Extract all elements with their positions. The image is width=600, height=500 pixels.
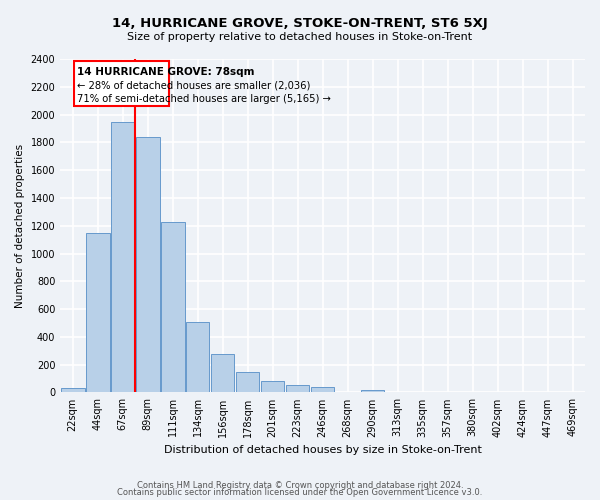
Bar	[136, 137, 160, 392]
Text: Size of property relative to detached houses in Stoke-on-Trent: Size of property relative to detached ho…	[127, 32, 473, 42]
Text: 71% of semi-detached houses are larger (5,165) →: 71% of semi-detached houses are larger (…	[77, 94, 331, 104]
Y-axis label: Number of detached properties: Number of detached properties	[15, 144, 25, 308]
Text: Contains HM Land Registry data © Crown copyright and database right 2024.: Contains HM Land Registry data © Crown c…	[137, 480, 463, 490]
Bar	[186, 322, 209, 392]
Bar	[61, 388, 85, 392]
Bar	[111, 122, 134, 392]
Bar	[311, 387, 334, 392]
Text: 14, HURRICANE GROVE, STOKE-ON-TRENT, ST6 5XJ: 14, HURRICANE GROVE, STOKE-ON-TRENT, ST6…	[112, 18, 488, 30]
X-axis label: Distribution of detached houses by size in Stoke-on-Trent: Distribution of detached houses by size …	[164, 445, 482, 455]
Text: Contains public sector information licensed under the Open Government Licence v3: Contains public sector information licen…	[118, 488, 482, 497]
Bar	[286, 386, 310, 392]
Text: 14 HURRICANE GROVE: 78sqm: 14 HURRICANE GROVE: 78sqm	[77, 66, 254, 76]
Text: ← 28% of detached houses are smaller (2,036): ← 28% of detached houses are smaller (2,…	[77, 80, 310, 90]
Bar	[236, 372, 259, 392]
Bar	[74, 61, 169, 106]
Bar	[261, 382, 284, 392]
Bar	[211, 354, 235, 393]
Bar	[86, 232, 110, 392]
Bar	[161, 222, 185, 392]
Bar	[361, 390, 385, 392]
